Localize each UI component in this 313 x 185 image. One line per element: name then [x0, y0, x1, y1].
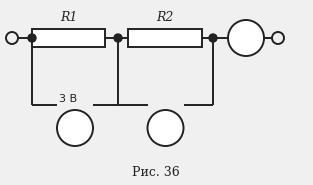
Circle shape — [147, 110, 183, 146]
Bar — [32, 29, 105, 47]
Text: A: A — [242, 31, 250, 45]
Text: R1: R1 — [60, 11, 77, 24]
Bar — [128, 29, 202, 47]
Text: ₁: ₁ — [80, 128, 83, 136]
Circle shape — [57, 110, 93, 146]
Circle shape — [114, 34, 122, 42]
Circle shape — [228, 20, 264, 56]
Text: R2: R2 — [156, 11, 174, 24]
Text: Рис. 36: Рис. 36 — [132, 166, 180, 179]
Text: 3 В: 3 В — [59, 94, 77, 104]
Text: V: V — [160, 124, 167, 134]
Text: V: V — [69, 124, 77, 134]
Text: ₂: ₂ — [170, 128, 173, 136]
Circle shape — [28, 34, 36, 42]
Circle shape — [272, 32, 284, 44]
Circle shape — [209, 34, 217, 42]
Circle shape — [6, 32, 18, 44]
